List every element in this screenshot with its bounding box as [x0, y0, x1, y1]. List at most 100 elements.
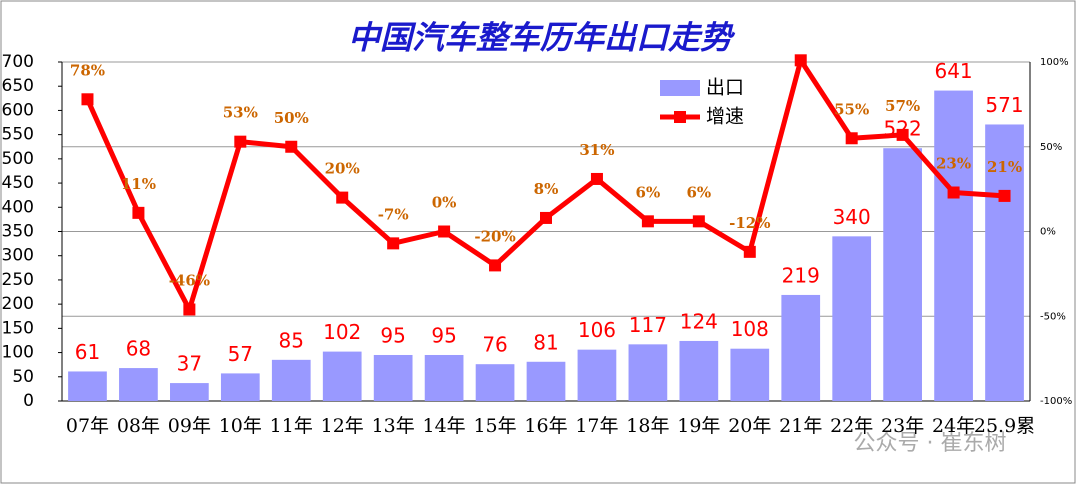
- bar-value-label: 124: [680, 309, 718, 333]
- line-marker: [794, 54, 807, 67]
- line-marker: [896, 128, 909, 141]
- y-tick-label: 100: [2, 343, 34, 363]
- bar: [577, 349, 617, 401]
- line-marker: [641, 215, 654, 228]
- y-tick-label: 550: [2, 125, 34, 145]
- line-marker: [540, 211, 552, 224]
- x-tick-label: 23年: [881, 415, 924, 437]
- bar-value-label: 85: [279, 328, 304, 352]
- bar-value-label: 571: [985, 93, 1023, 117]
- x-tick-label: 18年: [626, 415, 669, 437]
- line-value-label: -46%: [169, 271, 210, 289]
- bar-value-label: 57: [228, 342, 253, 366]
- y-tick-label: 450: [2, 173, 34, 193]
- line-marker: [845, 132, 858, 145]
- line-value-label: -20%: [474, 227, 515, 245]
- y-tick-label: 50: [12, 367, 34, 387]
- y-tick-label: 300: [2, 246, 34, 266]
- bar-value-label: 37: [177, 352, 202, 376]
- line-marker: [234, 135, 247, 148]
- line-marker: [692, 215, 705, 228]
- y2-tick-label: -50%: [1040, 311, 1066, 322]
- line-value-label: 31%: [579, 141, 614, 159]
- y-tick-label: 350: [2, 222, 34, 242]
- bar-value-label: 117: [629, 313, 667, 337]
- bar: [730, 348, 770, 401]
- x-tick-label: 22年: [830, 415, 873, 437]
- x-tick-label: 14年: [423, 415, 466, 437]
- line-value-label: 0%: [432, 194, 457, 212]
- watermark: 公众号 · 崔东树: [854, 431, 1007, 456]
- bar: [220, 373, 260, 401]
- x-tick-label: 09年: [168, 415, 211, 437]
- bar: [322, 351, 362, 401]
- y-tick-label: 500: [2, 149, 34, 169]
- line-value-label: 20%: [325, 160, 360, 178]
- bar-value-label: 108: [731, 317, 769, 341]
- line-value-label: 55%: [834, 100, 869, 118]
- y-tick-label: 700: [2, 52, 34, 72]
- bar: [373, 354, 413, 401]
- line-value-label: 21%: [987, 158, 1022, 176]
- y-tick-label: 650: [2, 76, 34, 96]
- legend-swatch: [674, 111, 686, 123]
- legend-swatch: [660, 80, 700, 96]
- line-marker: [285, 140, 298, 153]
- bar: [424, 354, 464, 401]
- bar: [526, 361, 566, 401]
- bar: [475, 364, 515, 401]
- line-marker: [743, 245, 756, 258]
- legend-label: 出口: [706, 77, 744, 99]
- bar: [832, 236, 872, 401]
- bar: [781, 294, 821, 401]
- x-tick-label: 24年: [932, 415, 975, 437]
- bar: [170, 383, 209, 401]
- line-marker: [336, 191, 349, 204]
- x-tick-label: 13年: [372, 415, 415, 437]
- y-tick-label: 600: [2, 100, 34, 120]
- y-tick-label: 200: [2, 294, 34, 314]
- bar-value-label: 106: [578, 318, 616, 342]
- bar-value-label: 340: [833, 205, 871, 229]
- line-marker: [489, 259, 502, 272]
- line-marker: [998, 189, 1011, 202]
- line-marker: [590, 172, 603, 185]
- line-marker: [81, 93, 94, 106]
- bar-value-label: 81: [533, 330, 558, 354]
- x-tick-label: 17年: [575, 415, 618, 437]
- bar: [883, 148, 922, 401]
- line-value-label: -7%: [378, 205, 409, 223]
- line-value-label: 8%: [534, 180, 559, 198]
- bar: [679, 340, 719, 401]
- bar-value-label: 76: [482, 333, 507, 357]
- x-tick-label: 19年: [677, 415, 720, 437]
- y-tick-label: 400: [2, 197, 34, 217]
- line-value-label: 6%: [636, 183, 661, 201]
- x-tick-label: 16年: [524, 415, 567, 437]
- line-marker: [947, 186, 960, 199]
- bar-value-label: 95: [380, 323, 405, 347]
- bar-value-label: 102: [323, 320, 361, 344]
- y-tick-label: 250: [2, 270, 34, 290]
- y-tick-label: 150: [2, 318, 34, 338]
- bar: [628, 344, 668, 401]
- y-tick-label: 0: [23, 391, 34, 411]
- line-value-label: 78%: [70, 61, 105, 79]
- line-value-label: 23%: [936, 155, 971, 173]
- x-tick-label: 15年: [473, 415, 516, 437]
- y2-tick-label: 0%: [1040, 227, 1056, 238]
- line-value-label: 11%: [121, 175, 156, 193]
- x-tick-label: 10年: [219, 415, 262, 437]
- line-value-label: -12%: [729, 214, 770, 232]
- x-tick-label: 08年: [117, 415, 160, 437]
- line-marker: [132, 206, 145, 219]
- bar-value-label: 95: [431, 323, 456, 347]
- bar: [68, 371, 107, 401]
- line-marker: [183, 303, 196, 316]
- bar-value-label: 219: [782, 263, 820, 287]
- x-tick-label: 25.9累: [974, 415, 1035, 437]
- legend-label: 增速: [706, 106, 744, 128]
- bar-value-label: 641: [934, 59, 972, 83]
- bar: [119, 368, 158, 401]
